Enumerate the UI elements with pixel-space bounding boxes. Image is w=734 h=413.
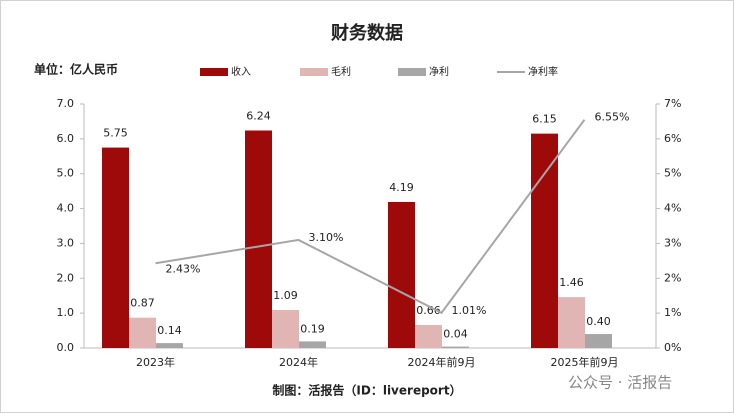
y2-tick-label: 3% xyxy=(664,236,681,249)
x-tick-label: 2023年 xyxy=(136,355,175,369)
line xyxy=(155,119,586,315)
bar xyxy=(442,346,469,348)
y2-tick-label: 1% xyxy=(664,306,681,319)
legend-label: 净利 xyxy=(429,65,449,78)
legend-swatch xyxy=(300,68,328,76)
data-label: 0.14 xyxy=(157,324,182,337)
y-tick-label: 0.0 xyxy=(57,341,75,354)
bar xyxy=(558,297,585,348)
data-label: 6.15 xyxy=(532,113,557,126)
y-tick-label: 1.0 xyxy=(57,306,75,319)
y2-tick-label: 4% xyxy=(664,202,681,215)
unit-label: 单位：亿人民币 xyxy=(34,62,118,77)
bar xyxy=(102,147,129,348)
watermark: 公众号 · 活报告 xyxy=(568,374,672,392)
chart-title: 财务数据 xyxy=(331,22,403,44)
data-label: 3.10% xyxy=(309,231,344,244)
y2-tick-label: 2% xyxy=(664,271,681,284)
y2-tick-label: 5% xyxy=(664,167,681,180)
bar xyxy=(245,130,272,348)
y2-tick-label: 0% xyxy=(664,341,681,354)
y2-tick-label: 7% xyxy=(664,97,681,110)
y-tick-label: 3.0 xyxy=(57,236,75,249)
bar xyxy=(585,334,612,348)
data-label: 6.55% xyxy=(595,111,630,124)
data-label: 0.19 xyxy=(300,322,325,335)
bar xyxy=(388,201,415,348)
data-label: 0.87 xyxy=(130,297,155,310)
y-tick-label: 2.0 xyxy=(57,271,75,284)
bar xyxy=(272,310,299,348)
bar xyxy=(299,341,326,348)
y-tick-label: 7.0 xyxy=(57,97,75,110)
data-label: 4.19 xyxy=(389,181,414,194)
legend-label: 毛利 xyxy=(331,66,351,78)
data-label: 5.75 xyxy=(103,127,128,140)
data-label: 6.24 xyxy=(246,109,271,122)
y2-tick-label: 6% xyxy=(664,132,681,145)
data-label: 1.46 xyxy=(559,276,584,289)
y-tick-label: 6.0 xyxy=(57,132,75,145)
legend-swatch xyxy=(200,68,228,76)
data-label: 1.09 xyxy=(273,289,298,302)
data-label: 1.01% xyxy=(452,304,487,317)
x-tick-label: 2025年前9月 xyxy=(551,355,619,369)
x-tick-label: 2024年 xyxy=(279,355,318,369)
legend-label: 收入 xyxy=(231,65,251,78)
y-tick-label: 5.0 xyxy=(57,167,75,180)
data-label: 0.66 xyxy=(416,304,441,317)
bar xyxy=(129,317,156,348)
bar xyxy=(156,343,183,348)
bar xyxy=(531,133,558,348)
legend-label: 净利率 xyxy=(528,65,558,78)
bar xyxy=(415,324,442,348)
legend-swatch xyxy=(398,68,426,76)
data-label: 0.04 xyxy=(443,328,468,341)
y-tick-label: 4.0 xyxy=(57,202,75,215)
footer: 制图：活报告（ID：livereport） xyxy=(272,383,461,398)
data-label: 2.43% xyxy=(166,262,201,275)
x-tick-label: 2024年前9月 xyxy=(408,355,476,369)
data-label: 0.40 xyxy=(586,315,611,328)
